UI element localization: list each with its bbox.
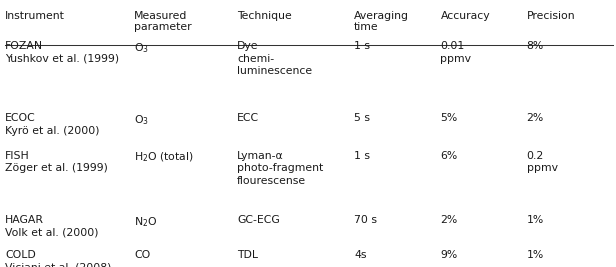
Text: TDL: TDL <box>237 250 258 260</box>
Text: CO: CO <box>134 250 150 260</box>
Text: O$_3$: O$_3$ <box>134 41 149 55</box>
Text: 0.01
ppmv: 0.01 ppmv <box>440 41 471 64</box>
Text: Lyman-α
photo-fragment
flourescense: Lyman-α photo-fragment flourescense <box>237 151 323 186</box>
Text: 2%: 2% <box>527 113 544 123</box>
Text: COLD
Viciani et al. (2008): COLD Viciani et al. (2008) <box>5 250 111 267</box>
Text: Instrument: Instrument <box>5 11 65 21</box>
Text: 1%: 1% <box>527 250 544 260</box>
Text: Technique: Technique <box>237 11 292 21</box>
Text: 2%: 2% <box>440 215 458 225</box>
Text: FISH
Zöger et al. (1999): FISH Zöger et al. (1999) <box>5 151 108 173</box>
Text: Averaging
time: Averaging time <box>354 11 409 32</box>
Text: GC-ECG: GC-ECG <box>237 215 280 225</box>
Text: ECC: ECC <box>237 113 259 123</box>
Text: H$_2$O (total): H$_2$O (total) <box>134 151 194 164</box>
Text: 5 s: 5 s <box>354 113 370 123</box>
Text: ECOC
Kyrö et al. (2000): ECOC Kyrö et al. (2000) <box>5 113 99 136</box>
Text: 6%: 6% <box>440 151 458 161</box>
Text: 5%: 5% <box>440 113 458 123</box>
Text: Dye
chemi-
luminescence: Dye chemi- luminescence <box>237 41 312 76</box>
Text: 0.2
ppmv: 0.2 ppmv <box>527 151 557 173</box>
Text: 8%: 8% <box>527 41 544 51</box>
Text: 70 s: 70 s <box>354 215 377 225</box>
Text: 9%: 9% <box>440 250 458 260</box>
Text: Precision: Precision <box>527 11 575 21</box>
Text: 1 s: 1 s <box>354 151 370 161</box>
Text: 1%: 1% <box>527 215 544 225</box>
Text: 1 s: 1 s <box>354 41 370 51</box>
Text: 4s: 4s <box>354 250 367 260</box>
Text: Accuracy: Accuracy <box>440 11 490 21</box>
Text: FOZAN
Yushkov et al. (1999): FOZAN Yushkov et al. (1999) <box>5 41 119 64</box>
Text: HAGAR
Volk et al. (2000): HAGAR Volk et al. (2000) <box>5 215 99 237</box>
Text: Measured
parameter: Measured parameter <box>134 11 192 32</box>
Text: N$_2$O: N$_2$O <box>134 215 158 229</box>
Text: O$_3$: O$_3$ <box>134 113 149 127</box>
